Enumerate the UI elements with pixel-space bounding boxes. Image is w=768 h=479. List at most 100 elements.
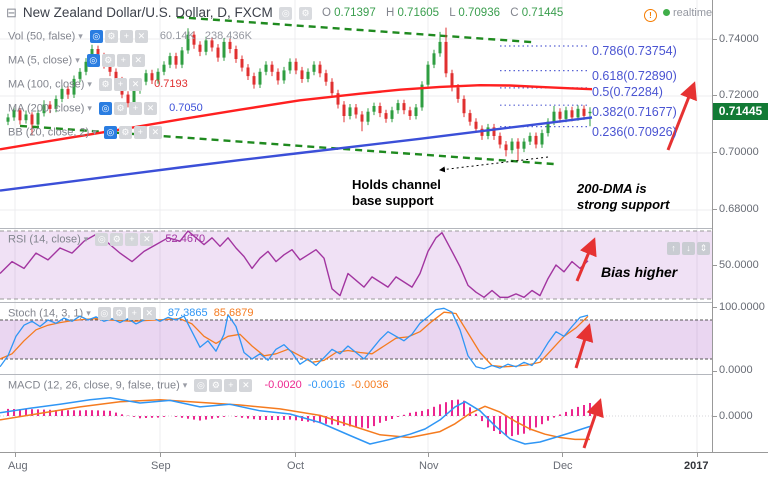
gear-icon[interactable]: ⚙ [112, 307, 126, 320]
visibility-icon[interactable]: ◎ [95, 233, 109, 246]
collapse-icon[interactable]: ⊟ [6, 5, 17, 20]
panel-separator[interactable] [0, 302, 768, 303]
stoch-panel-canvas[interactable] [0, 303, 712, 374]
volume-ma-value: 238.436K [204, 30, 252, 43]
fib-level-label[interactable]: 0.382(0.71677) [592, 105, 677, 119]
add-icon[interactable]: + [119, 30, 133, 43]
candle [84, 61, 88, 72]
pane-controls: ↑ ↓ ⇕ [665, 238, 710, 256]
legend-row-ma200: MA (200, close) ▾ ◎ ⚙ + ✕ 0.7050 [8, 102, 203, 117]
close-icon[interactable]: ✕ [144, 102, 158, 115]
time-axis-label: Aug [8, 460, 28, 472]
chevron-down-icon[interactable]: ▾ [83, 234, 89, 245]
chevron-down-icon[interactable]: ▾ [87, 103, 92, 114]
close-icon[interactable]: ✕ [148, 126, 162, 139]
gear-icon[interactable]: ⚙ [298, 7, 312, 21]
indicator-label[interactable]: Vol (50, false) [8, 30, 76, 43]
panel-separator[interactable] [0, 374, 768, 375]
add-icon[interactable]: + [116, 54, 130, 67]
visibility-icon[interactable]: ◎ [194, 379, 208, 392]
candle [324, 73, 328, 82]
chevron-down-icon[interactable]: ▾ [182, 380, 188, 391]
candle [114, 71, 118, 81]
candle [420, 84, 424, 108]
fib-level-label[interactable]: 0.786(0.73754) [592, 44, 677, 58]
stoch-k-value: 87.3865 [167, 307, 208, 320]
candle [78, 71, 82, 79]
add-icon[interactable]: + [224, 379, 238, 392]
add-icon[interactable]: + [133, 126, 147, 139]
chevron-down-icon[interactable]: ▾ [78, 31, 83, 42]
candle [558, 111, 562, 119]
gear-icon[interactable]: ⚙ [118, 126, 132, 139]
candle [456, 87, 460, 99]
fib-level-label[interactable]: 0.5(0.72284) [592, 85, 663, 99]
time-axis-label: Oct [287, 460, 305, 472]
visibility-icon[interactable]: ◎ [99, 102, 113, 115]
indicator-label[interactable]: MA (200, close) [8, 102, 85, 115]
candle [30, 114, 34, 125]
chevron-down-icon[interactable]: ▾ [86, 308, 91, 319]
close-icon[interactable]: ✕ [239, 379, 253, 392]
candle [180, 50, 184, 65]
gear-icon[interactable]: ⚙ [99, 78, 113, 91]
symbol-title[interactable]: New Zealand Dollar/U.S. Dollar, D, FXCM [22, 5, 273, 20]
panel-separator[interactable] [0, 228, 768, 229]
stoch-axis-label: 0.0000 [719, 364, 753, 376]
indicator-label[interactable]: RSI (14, close) [8, 233, 81, 246]
low-value: 0.70936 [458, 7, 500, 19]
close-icon[interactable]: ✕ [134, 30, 148, 43]
add-icon[interactable]: + [125, 233, 139, 246]
move-pane-down-button[interactable]: ↓ [682, 242, 695, 255]
indicator-label[interactable]: MA (5, close) [8, 54, 73, 67]
visibility-icon[interactable]: ◎ [103, 126, 117, 139]
indicator-label[interactable]: Stoch (14, 3, 1) [8, 307, 84, 320]
alert-icon[interactable]: ! [644, 9, 657, 22]
target-icon[interactable]: ◎ [279, 7, 293, 21]
macd-axis-label: 0.0000 [719, 410, 753, 422]
close-icon[interactable]: ✕ [131, 54, 145, 67]
gear-icon[interactable]: ⚙ [104, 30, 118, 43]
macd-hist-value: -0.0020 [264, 379, 302, 392]
gear-icon[interactable]: ⚙ [110, 233, 124, 246]
add-icon[interactable]: + [114, 78, 128, 91]
fib-level-label[interactable]: 0.618(0.72890) [592, 69, 677, 83]
high-value: 0.71605 [397, 7, 440, 19]
macd-panel-canvas[interactable] [0, 375, 712, 452]
visibility-icon[interactable]: ◎ [86, 54, 100, 67]
close-icon[interactable]: ✕ [140, 233, 154, 246]
gear-icon[interactable]: ⚙ [209, 379, 223, 392]
gear-icon[interactable]: ⚙ [101, 54, 115, 67]
price-axis[interactable]: 0.74000 0.72000 0.70000 0.68000 50.0000 … [712, 0, 768, 452]
fib-level-label[interactable]: 0.236(0.70926) [592, 125, 677, 139]
move-pane-up-button[interactable]: ↑ [667, 242, 680, 255]
visibility-icon[interactable]: ◎ [89, 30, 103, 43]
chevron-down-icon[interactable]: ▾ [87, 79, 92, 90]
close-label: C [510, 7, 519, 19]
time-axis[interactable]: Aug Sep Oct Nov Dec 2017 [0, 452, 768, 479]
annotation-arrow [439, 156, 549, 173]
annotation-line: strong support [577, 196, 670, 212]
gear-icon[interactable]: ⚙ [114, 102, 128, 115]
candle [48, 104, 52, 109]
price-axis-label: 0.70000 [719, 146, 759, 158]
add-icon[interactable]: + [129, 102, 143, 115]
maximize-pane-button[interactable]: ⇕ [697, 242, 710, 255]
visibility-icon[interactable]: ◎ [97, 307, 111, 320]
close-icon[interactable]: ✕ [142, 307, 156, 320]
add-icon[interactable]: + [127, 307, 141, 320]
ohlc-readout: O 0.71397 H 0.71605 L 0.70936 C 0.71445 [322, 7, 563, 19]
indicator-label[interactable]: MA (100, close) [8, 78, 85, 91]
macd-line-value: -0.0016 [307, 379, 346, 392]
candle [96, 49, 100, 57]
open-value: 0.71397 [334, 7, 376, 19]
rsi-axis-label: 50.0000 [719, 259, 759, 271]
ma200-value: 0.7050 [169, 102, 203, 115]
indicator-label[interactable]: BB (20, close, 2) [8, 126, 90, 139]
chevron-down-icon[interactable]: ▾ [75, 55, 80, 66]
close-icon[interactable]: ✕ [129, 78, 143, 91]
chevron-down-icon[interactable]: ▾ [92, 127, 97, 138]
annotation-line: Holds channel [352, 177, 441, 192]
indicator-label[interactable]: MACD (12, 26, close, 9, false, true) [8, 379, 180, 392]
